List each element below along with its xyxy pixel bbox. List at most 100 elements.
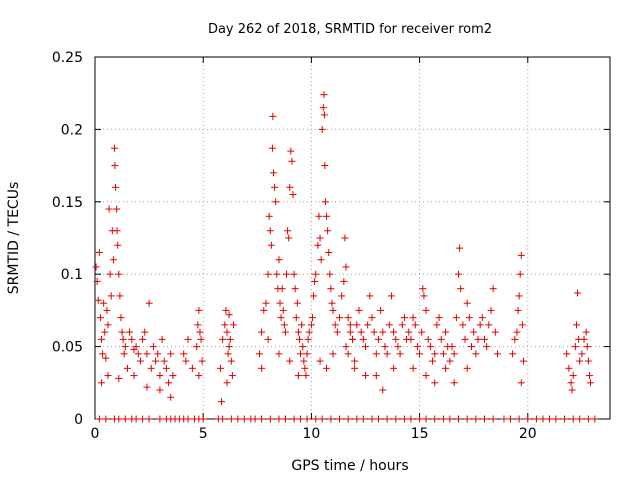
- zero-data-point: [95, 415, 103, 423]
- data-point: [277, 314, 285, 322]
- data-point: [111, 162, 119, 170]
- data-point: [272, 198, 280, 206]
- data-point: [329, 350, 337, 358]
- zero-data-point: [353, 415, 361, 423]
- zero-data-point: [552, 415, 560, 423]
- zero-data-point: [532, 415, 540, 423]
- zero-data-point: [463, 415, 471, 423]
- grid-lines: [95, 57, 610, 419]
- data-point: [355, 306, 363, 314]
- data-point: [377, 306, 385, 314]
- data-point: [196, 328, 204, 336]
- data-point: [394, 343, 402, 351]
- data-point: [134, 350, 142, 358]
- data-point: [516, 270, 524, 278]
- data-point: [110, 144, 118, 152]
- data-point: [569, 372, 577, 380]
- data-point: [229, 321, 237, 329]
- data-point: [409, 364, 417, 372]
- data-point: [483, 343, 491, 351]
- data-point: [116, 292, 124, 300]
- data-point: [104, 321, 112, 329]
- data-point: [319, 104, 327, 112]
- data-point: [314, 241, 322, 249]
- zero-data-point: [591, 415, 599, 423]
- data-point: [422, 372, 430, 380]
- data-point: [513, 328, 521, 336]
- zero-data-point: [297, 415, 305, 423]
- x-tick-label: 15: [411, 426, 429, 442]
- data-point: [392, 335, 400, 343]
- y-tick-label: 0.25: [52, 50, 83, 66]
- data-point: [117, 314, 125, 322]
- data-point: [195, 306, 203, 314]
- data-point: [442, 328, 450, 336]
- data-point: [368, 314, 376, 322]
- data-point: [346, 321, 354, 329]
- zero-data-point: [500, 415, 508, 423]
- data-point: [455, 270, 463, 278]
- data-point: [491, 328, 499, 336]
- data-point: [487, 306, 495, 314]
- data-point: [379, 328, 387, 336]
- zero-data-point: [121, 415, 129, 423]
- data-point: [582, 328, 590, 336]
- data-point: [381, 343, 389, 351]
- zero-data-point: [145, 415, 153, 423]
- data-point: [226, 335, 234, 343]
- data-point: [266, 227, 274, 235]
- data-point: [572, 321, 580, 329]
- zero-data-point: [584, 415, 592, 423]
- data-point: [321, 198, 329, 206]
- data-point: [450, 350, 458, 358]
- data-point: [281, 328, 289, 336]
- zero-data-point: [156, 415, 164, 423]
- data-point: [287, 147, 295, 155]
- data-point: [223, 379, 231, 387]
- zero-data-point: [275, 415, 283, 423]
- data-point: [372, 350, 380, 358]
- data-point: [219, 335, 227, 343]
- data-point: [578, 350, 586, 358]
- data-point: [342, 263, 350, 271]
- data-point: [227, 357, 235, 365]
- data-point: [468, 343, 476, 351]
- data-point: [437, 335, 445, 343]
- data-point: [321, 162, 329, 170]
- data-point: [419, 285, 427, 293]
- data-point: [92, 263, 100, 271]
- data-point: [323, 364, 331, 372]
- data-point: [109, 256, 117, 264]
- data-point: [409, 314, 417, 322]
- data-point: [145, 299, 153, 307]
- zero-data-point: [446, 415, 454, 423]
- data-point: [115, 374, 123, 382]
- data-point: [413, 343, 421, 351]
- data-point: [418, 328, 426, 336]
- data-point: [154, 350, 162, 358]
- data-point: [328, 299, 336, 307]
- data-point: [264, 270, 272, 278]
- data-point: [292, 314, 300, 322]
- data-point: [426, 343, 434, 351]
- zero-data-point: [431, 415, 439, 423]
- data-point: [126, 328, 134, 336]
- data-point: [396, 350, 404, 358]
- data-point: [94, 296, 102, 304]
- data-point: [295, 335, 303, 343]
- data-point: [431, 350, 439, 358]
- data-point: [518, 321, 526, 329]
- data-point: [99, 350, 107, 358]
- data-point: [278, 285, 286, 293]
- data-point: [107, 292, 115, 300]
- data-point: [284, 227, 292, 235]
- data-point: [485, 321, 493, 329]
- zero-data-point: [524, 415, 532, 423]
- data-point: [379, 386, 387, 394]
- data-point: [267, 241, 275, 249]
- data-point: [149, 343, 157, 351]
- data-point: [102, 354, 110, 362]
- data-point: [463, 299, 471, 307]
- data-point: [311, 277, 319, 285]
